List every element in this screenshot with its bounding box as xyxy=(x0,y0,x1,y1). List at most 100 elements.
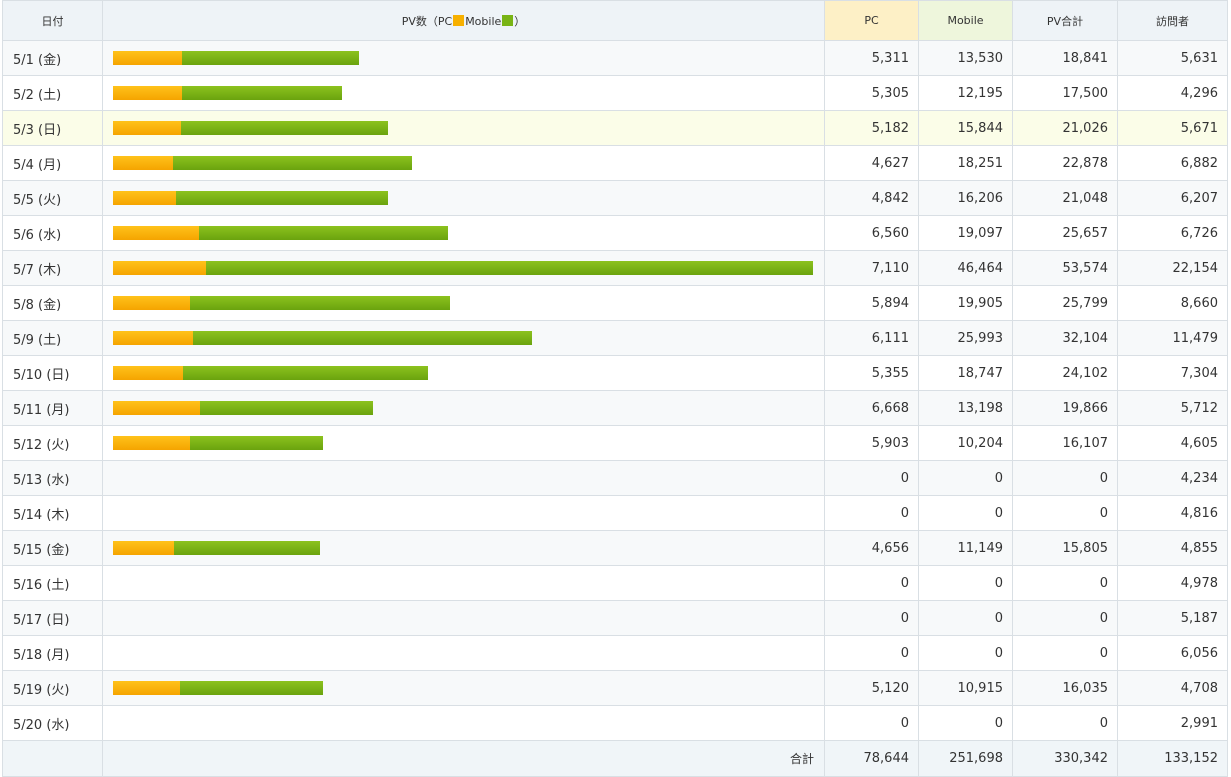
row-pc: 5,305 xyxy=(824,75,919,111)
pv-bar-pc-segment xyxy=(113,541,174,555)
row-pv-bar-cell xyxy=(102,285,825,321)
row-total: 22,878 xyxy=(1012,145,1118,181)
col-mobile-header: Mobile xyxy=(918,0,1013,41)
table-row: 5/15 (金) 4,656 11,149 15,805 4,855 xyxy=(2,530,1228,566)
pv-bar-mobile-segment xyxy=(190,296,451,310)
row-mobile: 46,464 xyxy=(918,250,1013,286)
row-total: 0 xyxy=(1012,600,1118,636)
col-pv-header: PV数（PC Mobile ） xyxy=(102,0,825,41)
pv-header-suffix: ） xyxy=(514,14,526,28)
row-visitors: 7,304 xyxy=(1117,355,1228,391)
table-row: 5/7 (木) 7,110 46,464 53,574 22,154 xyxy=(2,250,1228,286)
table-row: 5/8 (金) 5,894 19,905 25,799 8,660 xyxy=(2,285,1228,321)
pv-bar-pc-segment xyxy=(113,366,183,380)
row-date: 5/16 (土) xyxy=(2,565,103,601)
table-row: 5/1 (金) 5,311 13,530 18,841 5,631 xyxy=(2,40,1228,76)
row-mobile: 0 xyxy=(918,600,1013,636)
row-visitors: 6,882 xyxy=(1117,145,1228,181)
row-pc: 6,668 xyxy=(824,390,919,426)
row-mobile: 18,747 xyxy=(918,355,1013,391)
col-total-header: PV合計 xyxy=(1012,0,1118,41)
row-mobile: 0 xyxy=(918,565,1013,601)
row-total: 0 xyxy=(1012,460,1118,496)
row-pv-bar-cell xyxy=(102,355,825,391)
row-mobile: 11,149 xyxy=(918,530,1013,566)
pv-bar-pc-segment xyxy=(113,681,180,695)
table-row: 5/14 (木) 0 0 0 4,816 xyxy=(2,495,1228,531)
row-visitors: 8,660 xyxy=(1117,285,1228,321)
row-date: 5/18 (月) xyxy=(2,635,103,671)
row-pc: 7,110 xyxy=(824,250,919,286)
totals-label: 合計 xyxy=(102,740,825,777)
pv-bar-mobile-segment xyxy=(173,156,412,170)
row-pv-bar-cell xyxy=(102,215,825,251)
pv-bar-pc-segment xyxy=(113,401,201,415)
row-pv-bar-cell xyxy=(102,110,825,146)
row-visitors: 5,187 xyxy=(1117,600,1228,636)
row-mobile: 15,844 xyxy=(918,110,1013,146)
table-row: 5/10 (日) 5,355 18,747 24,102 7,304 xyxy=(2,355,1228,391)
table-row: 5/6 (水) 6,560 19,097 25,657 6,726 xyxy=(2,215,1228,251)
pv-bar-pc-segment xyxy=(113,51,183,65)
row-visitors: 2,991 xyxy=(1117,705,1228,741)
row-total: 21,048 xyxy=(1012,180,1118,216)
totals-blank xyxy=(2,740,103,777)
table-row: 5/18 (月) 0 0 0 6,056 xyxy=(2,635,1228,671)
row-visitors: 6,207 xyxy=(1117,180,1228,216)
totals-pc: 78,644 xyxy=(824,740,919,777)
legend-mobile-swatch xyxy=(502,14,514,26)
row-mobile: 0 xyxy=(918,635,1013,671)
table-row: 5/19 (火) 5,120 10,915 16,035 4,708 xyxy=(2,670,1228,706)
totals-pv: 330,342 xyxy=(1012,740,1118,777)
totals-visitors: 133,152 xyxy=(1117,740,1228,777)
table-body: 5/1 (金) 5,311 13,530 18,841 5,631 5/2 (土) 5,30… xyxy=(2,40,1228,741)
row-total: 18,841 xyxy=(1012,40,1118,76)
row-mobile: 19,905 xyxy=(918,285,1013,321)
row-pc: 0 xyxy=(824,600,919,636)
row-total: 0 xyxy=(1012,565,1118,601)
row-visitors: 4,816 xyxy=(1117,495,1228,531)
row-mobile: 0 xyxy=(918,460,1013,496)
pv-bar-mobile-segment xyxy=(180,121,388,135)
pv-stacked-bar xyxy=(113,541,320,555)
row-mobile: 10,915 xyxy=(918,670,1013,706)
row-pv-bar-cell xyxy=(102,425,825,461)
row-date: 5/15 (金) xyxy=(2,530,103,566)
row-total: 32,104 xyxy=(1012,320,1118,356)
row-date: 5/14 (木) xyxy=(2,495,103,531)
row-visitors: 4,234 xyxy=(1117,460,1228,496)
row-date: 5/6 (水) xyxy=(2,215,103,251)
row-pv-bar-cell xyxy=(102,250,825,286)
row-date: 5/2 (土) xyxy=(2,75,103,111)
table-header: 日付 PV数（PC Mobile ） PC Mobile PV合計 訪問者 xyxy=(2,0,1228,41)
row-date: 5/17 (日) xyxy=(2,600,103,636)
row-mobile: 0 xyxy=(918,495,1013,531)
row-date: 5/19 (火) xyxy=(2,670,103,706)
row-total: 21,026 xyxy=(1012,110,1118,146)
row-total: 0 xyxy=(1012,495,1118,531)
pv-bar-pc-segment xyxy=(113,156,174,170)
row-pc: 5,120 xyxy=(824,670,919,706)
row-total: 19,866 xyxy=(1012,390,1118,426)
row-pv-bar-cell xyxy=(102,390,825,426)
row-total: 24,102 xyxy=(1012,355,1118,391)
row-date: 5/20 (水) xyxy=(2,705,103,741)
row-visitors: 5,631 xyxy=(1117,40,1228,76)
row-pc: 4,842 xyxy=(824,180,919,216)
row-pc: 4,656 xyxy=(824,530,919,566)
row-date: 5/3 (日) xyxy=(2,110,103,146)
totals-row: 合計 78,644 251,698 330,342 133,152 xyxy=(2,740,1228,777)
row-pc: 6,111 xyxy=(824,320,919,356)
row-pc: 0 xyxy=(824,495,919,531)
pv-bar-mobile-segment xyxy=(182,366,428,380)
table-row: 5/5 (火) 4,842 16,206 21,048 6,207 xyxy=(2,180,1228,216)
pv-stacked-bar xyxy=(113,366,428,380)
row-pc: 5,903 xyxy=(824,425,919,461)
table-row: 5/9 (土) 6,111 25,993 32,104 11,479 xyxy=(2,320,1228,356)
row-pc: 5,311 xyxy=(824,40,919,76)
row-pv-bar-cell xyxy=(102,565,825,601)
row-visitors: 6,056 xyxy=(1117,635,1228,671)
pv-bar-mobile-segment xyxy=(190,436,324,450)
table-row: 5/11 (月) 6,668 13,198 19,866 5,712 xyxy=(2,390,1228,426)
